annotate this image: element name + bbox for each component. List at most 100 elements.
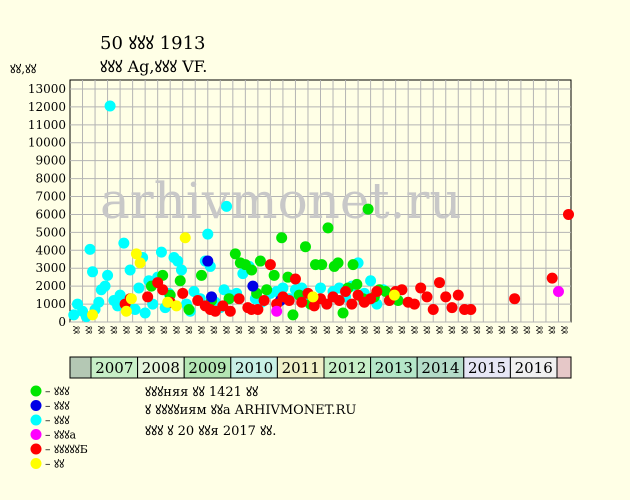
legend-label: – ꙋꙋꙋꙋꙋБ xyxy=(45,443,88,456)
data-point xyxy=(155,246,167,258)
data-point xyxy=(254,255,266,267)
legend-label: – ꙋꙋꙋ xyxy=(45,414,69,427)
period-tick-label: ꙋꙋ xyxy=(423,326,433,334)
legend-marker xyxy=(30,400,42,411)
data-point xyxy=(252,303,264,315)
data-point xyxy=(446,302,458,314)
legend-marker xyxy=(30,429,42,440)
data-point xyxy=(177,287,189,299)
data-point xyxy=(233,293,245,305)
data-point xyxy=(87,309,99,321)
legend-marker xyxy=(30,443,42,455)
legend: – ꙋꙋꙋ– ꙋꙋꙋ– ꙋꙋꙋ– ꙋꙋꙋа– ꙋꙋꙋꙋꙋБ– ꙋꙋ xyxy=(30,385,88,471)
y-tick-label: 3000 xyxy=(35,261,66,275)
data-point xyxy=(362,203,374,215)
note-line-2: ꙋ ꙋꙋꙋꙋиям ꙋꙋа ARHIVMONET.RU xyxy=(145,403,356,418)
data-point xyxy=(162,296,174,308)
period-tick-labels: ꙋꙋ ꙋꙋ ꙋꙋ ꙋꙋ ꙋꙋ ꙋꙋ ꙋꙋ ꙋꙋ ꙋꙋ ꙋꙋ ꙋꙋ ꙋꙋ ꙋꙋ ꙋꙋ ꙋꙋ ꙋꙋ ꙋꙋ ꙋꙋ ꙋꙋ ꙋꙋ… xyxy=(72,326,570,334)
period-tick-label: ꙋꙋ xyxy=(260,326,270,334)
period-tick-label: ꙋꙋ xyxy=(147,326,157,334)
data-point xyxy=(264,259,276,271)
period-tick-label: ꙋꙋ xyxy=(223,326,233,334)
data-point xyxy=(562,208,574,220)
legend-label: – ꙋꙋ xyxy=(45,458,64,471)
data-point xyxy=(388,289,400,301)
data-point xyxy=(221,200,233,212)
period-tick-label: ꙋꙋ xyxy=(448,326,458,334)
data-point xyxy=(287,309,299,321)
period-tick-label: ꙋꙋ xyxy=(135,326,145,334)
period-tick-label: ꙋꙋ xyxy=(122,326,132,334)
period-tick-label: ꙋꙋ xyxy=(310,326,320,334)
data-point xyxy=(283,294,295,306)
data-point xyxy=(299,241,311,253)
data-point xyxy=(427,303,439,315)
period-tick-label: ꙋꙋ xyxy=(335,326,345,334)
data-point xyxy=(139,307,151,319)
data-point xyxy=(99,280,111,292)
data-point xyxy=(365,275,377,287)
data-point xyxy=(340,286,352,298)
y-tick-label: 1000 xyxy=(35,297,66,311)
year-band: 2007 2008 2009 2010 2011 2012 2013 2014 2015 2016 xyxy=(69,356,572,379)
chart-subtitle: ꙋꙋꙋ Ag,ꙋꙋꙋ VF. xyxy=(100,57,207,76)
data-point xyxy=(509,293,521,305)
data-point xyxy=(206,291,218,303)
year-label: 2016 xyxy=(515,359,553,377)
data-point xyxy=(271,305,283,317)
data-point xyxy=(261,284,273,296)
data-point xyxy=(120,305,132,317)
data-point xyxy=(84,243,96,255)
period-tick-label: ꙋꙋ xyxy=(536,326,546,334)
data-point xyxy=(440,291,452,303)
legend-label: – ꙋꙋꙋа xyxy=(45,429,76,442)
y-tick-label: 0 xyxy=(58,315,66,329)
legend-marker xyxy=(30,385,42,397)
period-tick-label: ꙋꙋ xyxy=(273,326,283,334)
data-point xyxy=(452,289,464,301)
data-point xyxy=(202,228,214,240)
data-point xyxy=(465,303,477,315)
data-point xyxy=(316,259,328,271)
data-point xyxy=(421,291,433,303)
data-point xyxy=(237,268,249,280)
data-point xyxy=(174,275,186,287)
data-point xyxy=(87,266,99,278)
note-line-1: ꙋꙋꙋняя ꙋꙋ 1421 ꙋꙋ xyxy=(145,385,258,400)
legend-label: – ꙋꙋꙋ xyxy=(45,385,69,398)
legend-marker xyxy=(30,458,42,469)
period-tick-label: ꙋꙋ xyxy=(486,326,496,334)
data-point xyxy=(102,269,114,281)
period-tick-label: ꙋꙋ xyxy=(348,326,358,334)
year-label: 2008 xyxy=(142,359,180,377)
y-tick-label: 7000 xyxy=(35,190,66,204)
y-tick-label: 11000 xyxy=(28,118,66,132)
data-point xyxy=(352,289,364,301)
y-tick-label: 6000 xyxy=(35,207,66,221)
year-label: 2010 xyxy=(235,359,273,377)
data-point xyxy=(114,289,126,301)
data-point xyxy=(365,293,377,305)
data-point xyxy=(247,280,259,292)
period-tick-label: ꙋꙋ xyxy=(498,326,508,334)
period-tick-label: ꙋꙋ xyxy=(97,326,107,334)
period-tick-label: ꙋꙋ xyxy=(235,326,245,334)
period-tick-label: ꙋꙋ xyxy=(373,326,383,334)
data-point xyxy=(347,259,359,271)
data-point xyxy=(223,293,235,305)
data-point xyxy=(277,282,289,294)
period-tick-label: ꙋꙋ xyxy=(523,326,533,334)
year-label: 2009 xyxy=(188,359,226,377)
period-tick-label: ꙋꙋ xyxy=(548,326,558,334)
data-point xyxy=(183,303,195,315)
period-tick-label: ꙋꙋ xyxy=(473,326,483,334)
data-point xyxy=(308,300,320,312)
period-tick-label: ꙋꙋ xyxy=(360,326,370,334)
period-tick-label: ꙋꙋ xyxy=(398,326,408,334)
year-label: 2014 xyxy=(421,359,459,377)
data-point xyxy=(68,309,80,321)
period-tick-label: ꙋꙋ xyxy=(85,326,95,334)
y-tick-label: 5000 xyxy=(35,225,66,239)
data-point xyxy=(202,255,214,267)
